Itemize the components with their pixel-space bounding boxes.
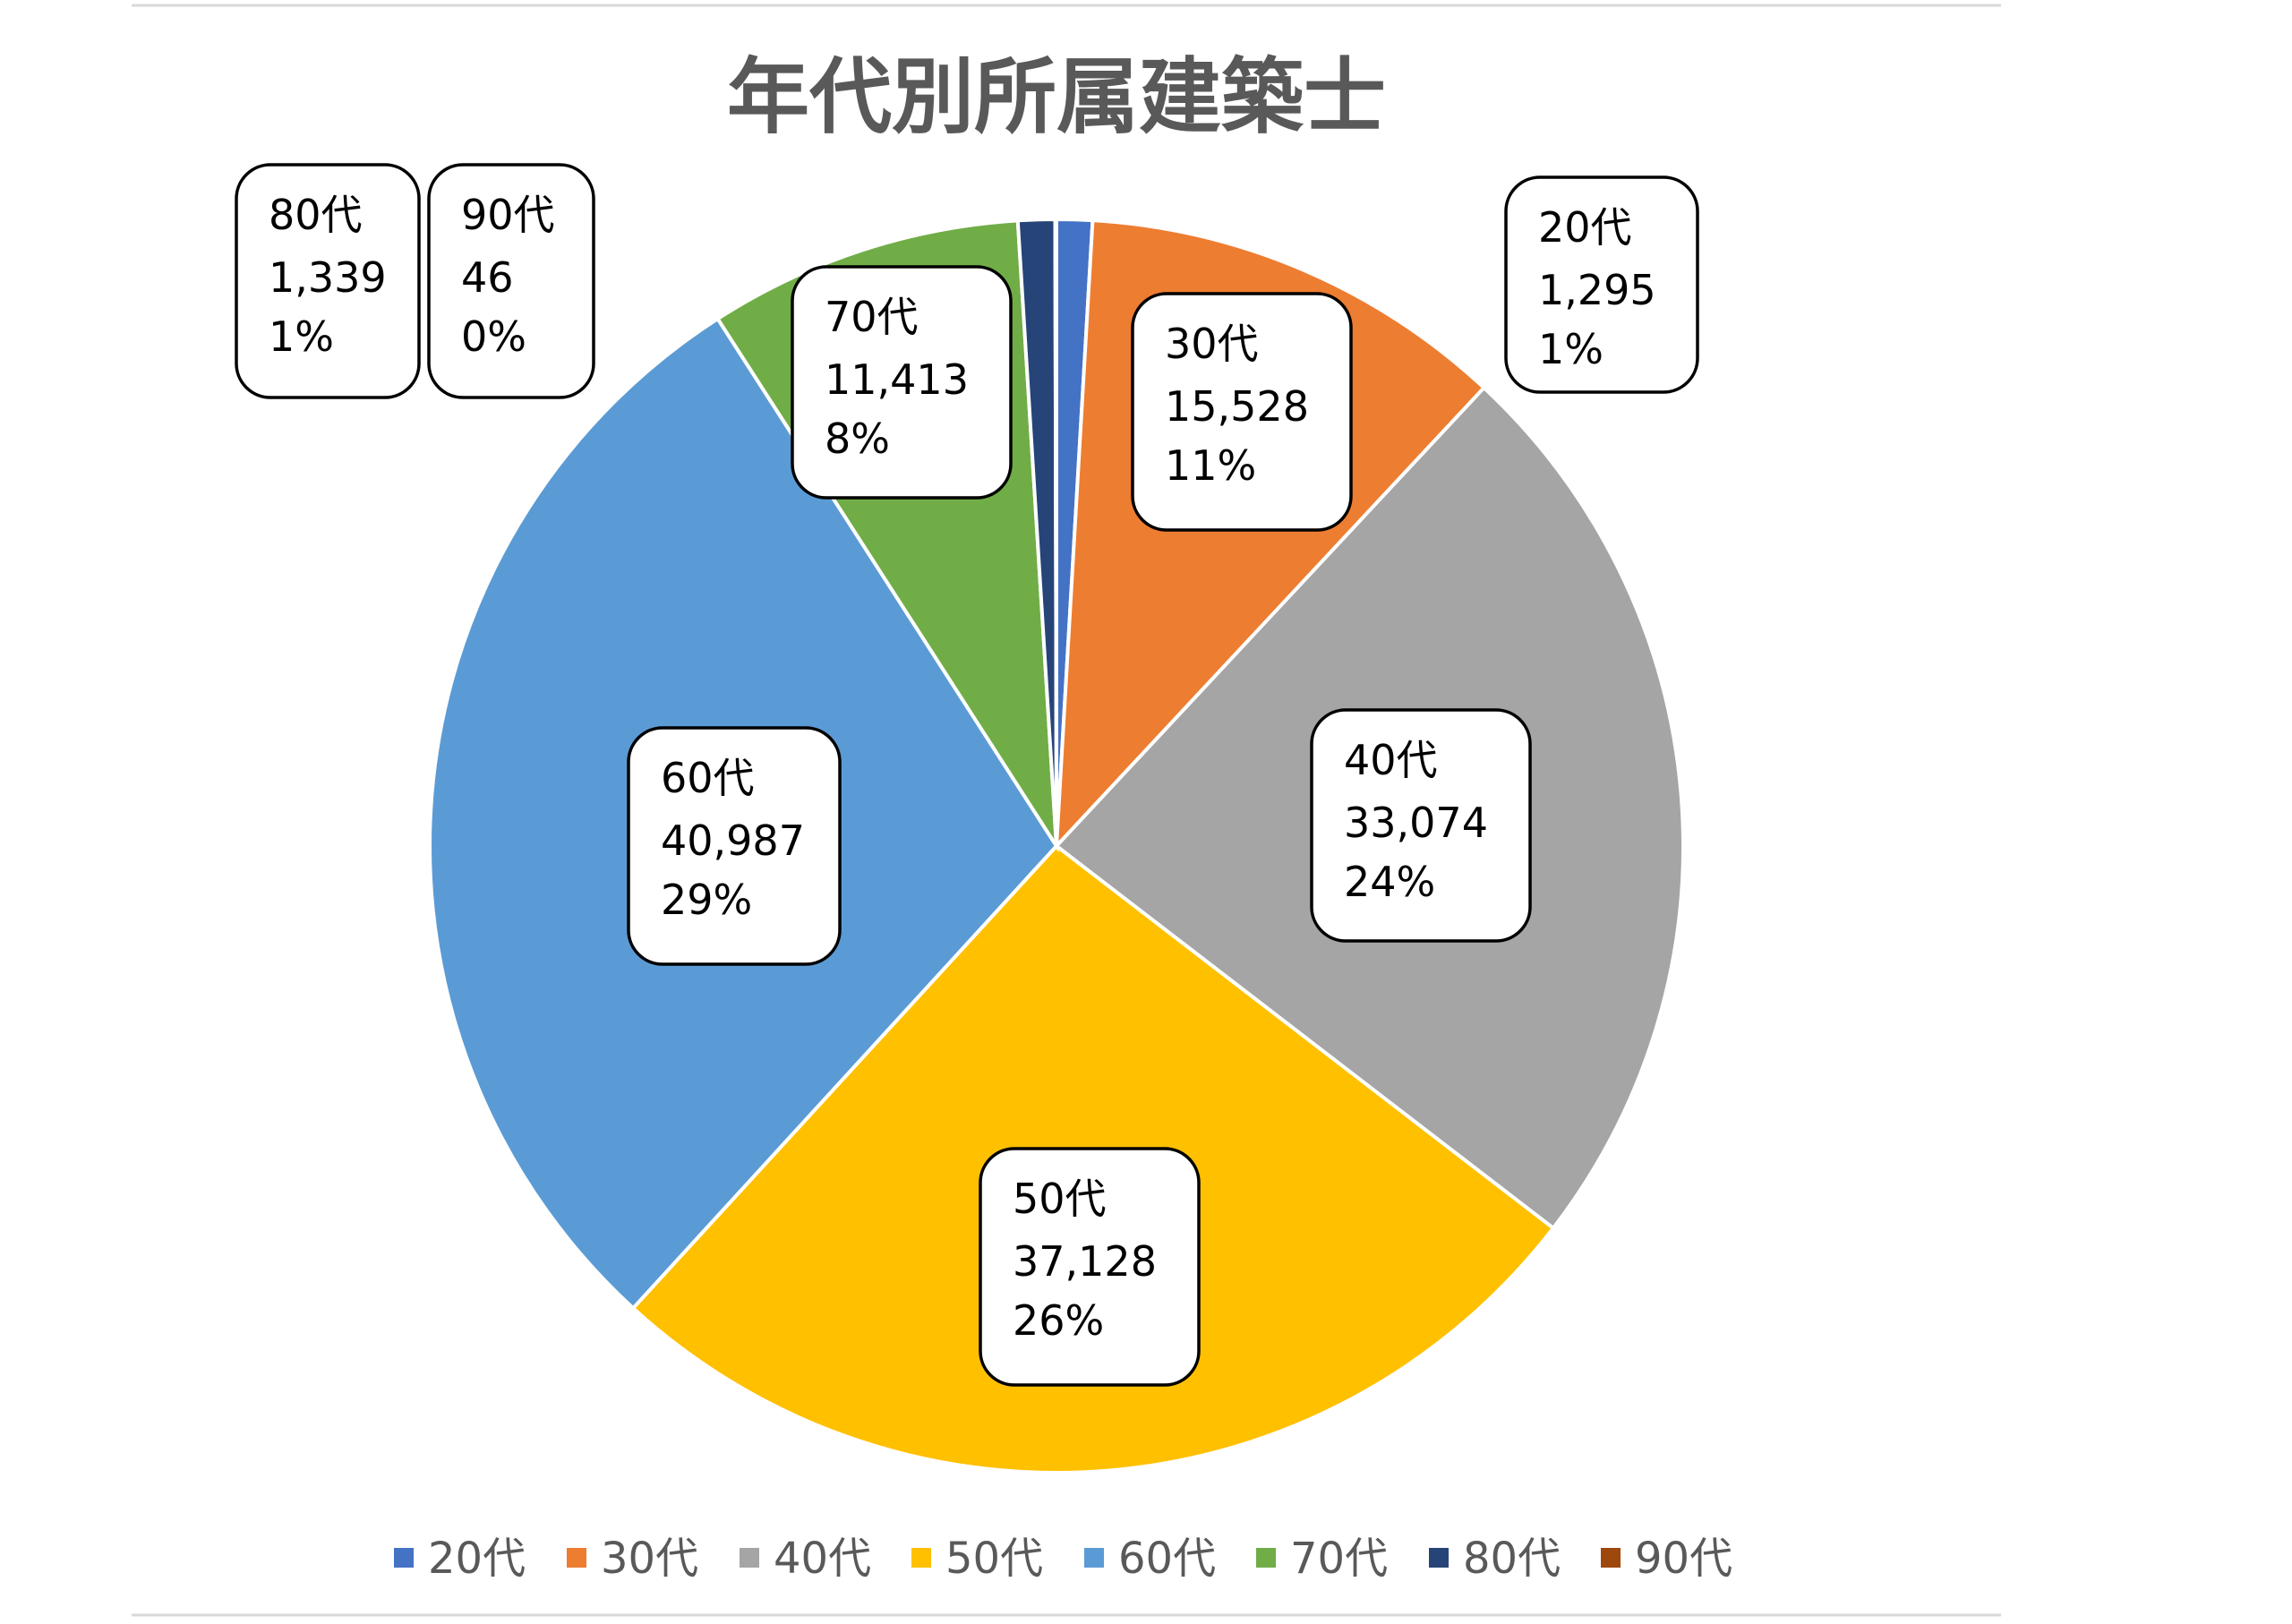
data-label-percent: 1% xyxy=(269,312,334,361)
data-label-box xyxy=(1504,175,1699,394)
data-label-category: 20代 xyxy=(1538,203,1632,252)
data-label-50代: 50代 37,128 26% xyxy=(979,1147,1201,1387)
data-label-box xyxy=(235,163,421,399)
data-label-percent: 8% xyxy=(825,415,890,463)
legend-swatch xyxy=(1429,1548,1449,1568)
legend-item-20代: 20代 xyxy=(394,1534,526,1584)
data-label-90代: 90代 46 0% xyxy=(427,163,595,399)
legend-item-90代: 90代 xyxy=(1601,1534,1732,1584)
data-label-category: 70代 xyxy=(825,293,919,341)
data-label-percent: 11% xyxy=(1165,441,1256,490)
data-label-60代: 60代 40,987 29% xyxy=(627,726,842,966)
legend-label: 70代 xyxy=(1290,1534,1388,1584)
legend-label: 30代 xyxy=(601,1534,698,1584)
data-label-percent: 29% xyxy=(661,876,752,924)
data-label-value: 15,528 xyxy=(1165,382,1309,431)
legend-item-40代: 40代 xyxy=(740,1534,871,1584)
data-labels: 20代 1,295 1% 30代 15,528 11% 40代 33,074 24% 50代 37,… xyxy=(235,163,1699,1387)
data-label-category: 50代 xyxy=(1013,1175,1107,1223)
legend-swatch xyxy=(1256,1548,1276,1568)
legend-swatch xyxy=(1084,1548,1104,1568)
legend-item-80代: 80代 xyxy=(1429,1534,1561,1584)
legend-label: 90代 xyxy=(1635,1534,1732,1584)
data-label-percent: 0% xyxy=(461,312,526,361)
data-label-category: 40代 xyxy=(1344,736,1438,784)
legend-item-50代: 50代 xyxy=(911,1534,1043,1584)
legend-label: 60代 xyxy=(1118,1534,1216,1584)
legend-swatch xyxy=(567,1548,586,1568)
data-label-value: 1,295 xyxy=(1538,266,1656,314)
legend-label: 20代 xyxy=(428,1534,526,1584)
data-label-box xyxy=(627,726,842,966)
data-label-percent: 1% xyxy=(1538,325,1604,373)
data-label-box xyxy=(427,163,595,399)
data-label-category: 60代 xyxy=(661,754,755,802)
data-label-20代: 20代 1,295 1% xyxy=(1504,175,1699,394)
data-label-box xyxy=(1310,708,1532,943)
data-label-category: 90代 xyxy=(461,191,555,239)
data-label-70代: 70代 11,413 8% xyxy=(791,265,1013,500)
data-label-percent: 24% xyxy=(1344,858,1435,906)
data-label-value: 11,413 xyxy=(825,355,969,404)
data-label-percent: 26% xyxy=(1013,1296,1104,1345)
legend-swatch xyxy=(911,1548,931,1568)
data-label-value: 46 xyxy=(461,253,514,302)
data-label-value: 37,128 xyxy=(1013,1237,1157,1286)
chart-title: 年代別所属建築士 xyxy=(727,49,1386,145)
data-label-80代: 80代 1,339 1% xyxy=(235,163,421,399)
data-label-box xyxy=(1131,292,1353,532)
legend-swatch xyxy=(394,1548,414,1568)
data-label-value: 40,987 xyxy=(661,816,805,865)
legend-label: 40代 xyxy=(774,1534,871,1584)
legend-item-30代: 30代 xyxy=(567,1534,698,1584)
data-label-category: 80代 xyxy=(269,191,363,239)
legend-swatch xyxy=(740,1548,759,1568)
data-label-40代: 40代 33,074 24% xyxy=(1310,708,1532,943)
data-label-30代: 30代 15,528 11% xyxy=(1131,292,1353,532)
legend-label: 80代 xyxy=(1463,1534,1561,1584)
legend-item-60代: 60代 xyxy=(1084,1534,1216,1584)
data-label-box xyxy=(979,1147,1201,1387)
data-label-category: 30代 xyxy=(1165,320,1259,368)
legend: 20代 30代 40代 50代 60代 70代 80代 90代 xyxy=(394,1534,1732,1584)
legend-item-70代: 70代 xyxy=(1256,1534,1388,1584)
data-label-value: 1,339 xyxy=(269,253,387,302)
legend-swatch xyxy=(1601,1548,1621,1568)
data-label-box xyxy=(791,265,1013,500)
legend-label: 50代 xyxy=(945,1534,1043,1584)
data-label-value: 33,074 xyxy=(1344,799,1488,847)
